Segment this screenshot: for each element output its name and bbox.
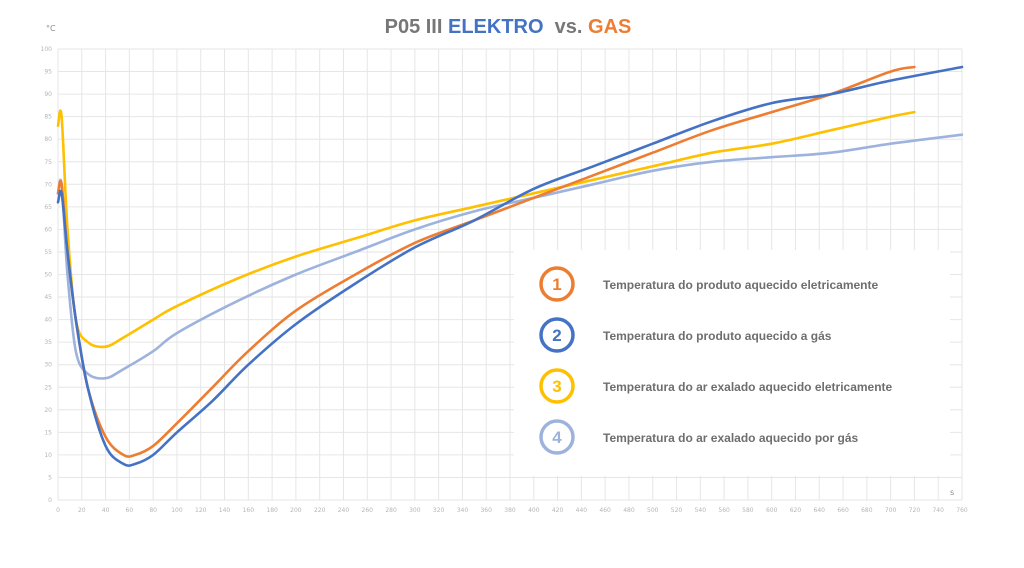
- y-tick-label: 65: [44, 204, 52, 211]
- y-tick-label: 60: [44, 226, 52, 233]
- x-tick-label: 240: [338, 507, 350, 514]
- y-tick-label: 70: [44, 181, 52, 188]
- x-tick-label: 120: [195, 507, 207, 514]
- x-tick-label: 280: [385, 507, 397, 514]
- x-tick-label: 300: [409, 507, 421, 514]
- legend-number: 1: [552, 275, 561, 294]
- x-tick-label: 160: [243, 507, 255, 514]
- x-tick-label: 0: [56, 507, 60, 514]
- x-tick-label: 760: [956, 507, 968, 514]
- legend-number: 3: [552, 377, 561, 396]
- y-tick-label: 40: [44, 317, 52, 324]
- legend-number: 2: [552, 326, 561, 345]
- legend-background: [514, 250, 950, 476]
- x-tick-label: 740: [932, 507, 944, 514]
- x-tick-label: 100: [171, 507, 183, 514]
- x-tick-label: 260: [362, 507, 374, 514]
- x-tick-label: 440: [576, 507, 588, 514]
- x-tick-label: 600: [766, 507, 778, 514]
- legend-item-3: 3 Temperatura do ar exalado aquecido elet…: [539, 368, 893, 404]
- y-tick-label: 35: [44, 339, 52, 346]
- title-part: ELEKTRO: [448, 16, 544, 38]
- legend-marker: [539, 419, 575, 455]
- legend-marker: [539, 368, 575, 404]
- title-part: vs.: [544, 16, 588, 38]
- x-tick-label: 320: [433, 507, 445, 514]
- x-tick-label: 180: [266, 507, 278, 514]
- x-tick-label: 60: [126, 507, 134, 514]
- y-tick-label: 20: [44, 407, 52, 414]
- legend-item-2: 2 Temperatura do produto aquecido a gás: [539, 317, 832, 353]
- x-tick-label: 20: [78, 507, 86, 514]
- y-tick-label: 55: [44, 249, 52, 256]
- x-tick-label: 200: [290, 507, 302, 514]
- y-tick-label: 30: [44, 362, 52, 369]
- x-tick-label: 500: [647, 507, 659, 514]
- legend-label: Temperatura do ar exalado aquecido por g…: [603, 431, 859, 445]
- y-tick-label: 5: [48, 474, 52, 481]
- chart-series: [56, 65, 964, 467]
- x-tick-label: 580: [742, 507, 754, 514]
- legend-marker: [539, 266, 575, 302]
- x-tick-label: 680: [861, 507, 873, 514]
- x-tick-label: 460: [599, 507, 611, 514]
- chart-legend: 1 Temperatura do produto aquecido eletric…: [514, 250, 950, 476]
- x-tick-label: 640: [814, 507, 826, 514]
- x-tick-label: 380: [504, 507, 516, 514]
- y-tick-label: 0: [48, 497, 52, 504]
- legend-number: 4: [552, 428, 562, 447]
- x-tick-label: 340: [457, 507, 469, 514]
- chart-title-text: P05 III ELEKTRO vs. GAS: [385, 16, 632, 38]
- x-tick-label: 400: [528, 507, 540, 514]
- x-tick-label: 480: [623, 507, 635, 514]
- chart-title: P05 III ELEKTRO vs. GAS: [385, 16, 632, 38]
- x-tick-label: 540: [695, 507, 707, 514]
- x-tick-label: 420: [552, 507, 564, 514]
- x-tick-label: 220: [314, 507, 326, 514]
- x-tick-label: 620: [790, 507, 802, 514]
- chart-ticks: 0 20 40 60 80 100 120 140 160 180 200 220 240 260 280 3…: [41, 46, 968, 514]
- x-tick-label: 520: [671, 507, 683, 514]
- legend-label: Temperatura do ar exalado aquecido eletr…: [603, 380, 893, 394]
- legend-label: Temperatura do produto aquecido a gás: [603, 329, 832, 343]
- x-tick-label: 720: [909, 507, 921, 514]
- y-tick-label: 75: [44, 159, 52, 166]
- y-tick-label: 10: [44, 452, 52, 459]
- x-tick-label: 40: [102, 507, 110, 514]
- legend-marker: [539, 317, 575, 353]
- x-tick-label: 140: [219, 507, 231, 514]
- y-tick-label: 90: [44, 91, 52, 98]
- y-tick-label: 50: [44, 272, 52, 279]
- legend-item-1: 1 Temperatura do produto aquecido eletric…: [539, 266, 878, 302]
- title-part: P05 III: [385, 16, 448, 38]
- y-tick-label: 80: [44, 136, 52, 143]
- x-tick-label: 360: [480, 507, 492, 514]
- y-tick-label: 25: [44, 384, 52, 391]
- series-line-4: [56, 133, 964, 380]
- x-tick-label: 560: [718, 507, 730, 514]
- legend-item-4: 4 Temperatura do ar exalado aquecido por …: [539, 419, 859, 455]
- title-part: GAS: [588, 16, 631, 38]
- legend-label: Temperatura do produto aquecido eletrica…: [603, 278, 878, 292]
- x-tick-label: 700: [885, 507, 897, 514]
- y-tick-label: 45: [44, 294, 52, 301]
- y-tick-label: 85: [44, 114, 52, 121]
- x-unit-label: s: [950, 488, 954, 497]
- y-unit-label: °C: [46, 24, 56, 33]
- x-tick-label: 660: [837, 507, 849, 514]
- y-tick-label: 100: [41, 46, 53, 53]
- y-tick-label: 15: [44, 429, 52, 436]
- y-tick-label: 95: [44, 69, 52, 76]
- x-tick-label: 80: [149, 507, 157, 514]
- series-line-2: [56, 65, 964, 467]
